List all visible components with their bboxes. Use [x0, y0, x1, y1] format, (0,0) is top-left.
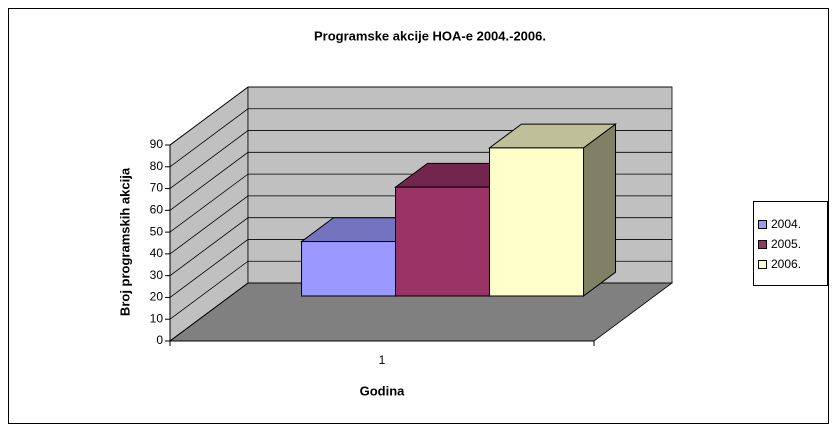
x-axis-title: Godina [360, 383, 406, 398]
y-tick-label: 90 [150, 137, 164, 151]
y-tick-label: 10 [150, 311, 164, 325]
x-tick-label: 1 [379, 353, 386, 367]
bar-side [583, 123, 617, 297]
legend-label: 2004. [771, 217, 801, 231]
y-tick-label: 0 [156, 333, 163, 347]
legend-label: 2005. [771, 237, 801, 251]
legend-swatch [758, 260, 767, 269]
y-tick-label: 30 [150, 268, 164, 282]
grid-line [169, 86, 672, 146]
y-tick-label: 60 [150, 203, 164, 217]
y-tick-label: 20 [150, 290, 164, 304]
legend-label: 2006. [771, 257, 801, 271]
y-axis-title: Broj programskih akcija [117, 167, 132, 316]
grid-line [169, 108, 672, 168]
y-tick-label: 80 [150, 159, 164, 173]
y-tick-label: 70 [150, 181, 164, 195]
bar [489, 147, 585, 297]
bar [301, 241, 397, 297]
y-tick-label: 50 [150, 224, 164, 238]
legend-swatch [758, 240, 767, 249]
legend-swatch [758, 220, 767, 229]
y-tick-label: 40 [150, 246, 164, 260]
bar [395, 186, 491, 297]
chart-title: Programske akcije HOA-e 2004.-2006. [314, 28, 546, 43]
